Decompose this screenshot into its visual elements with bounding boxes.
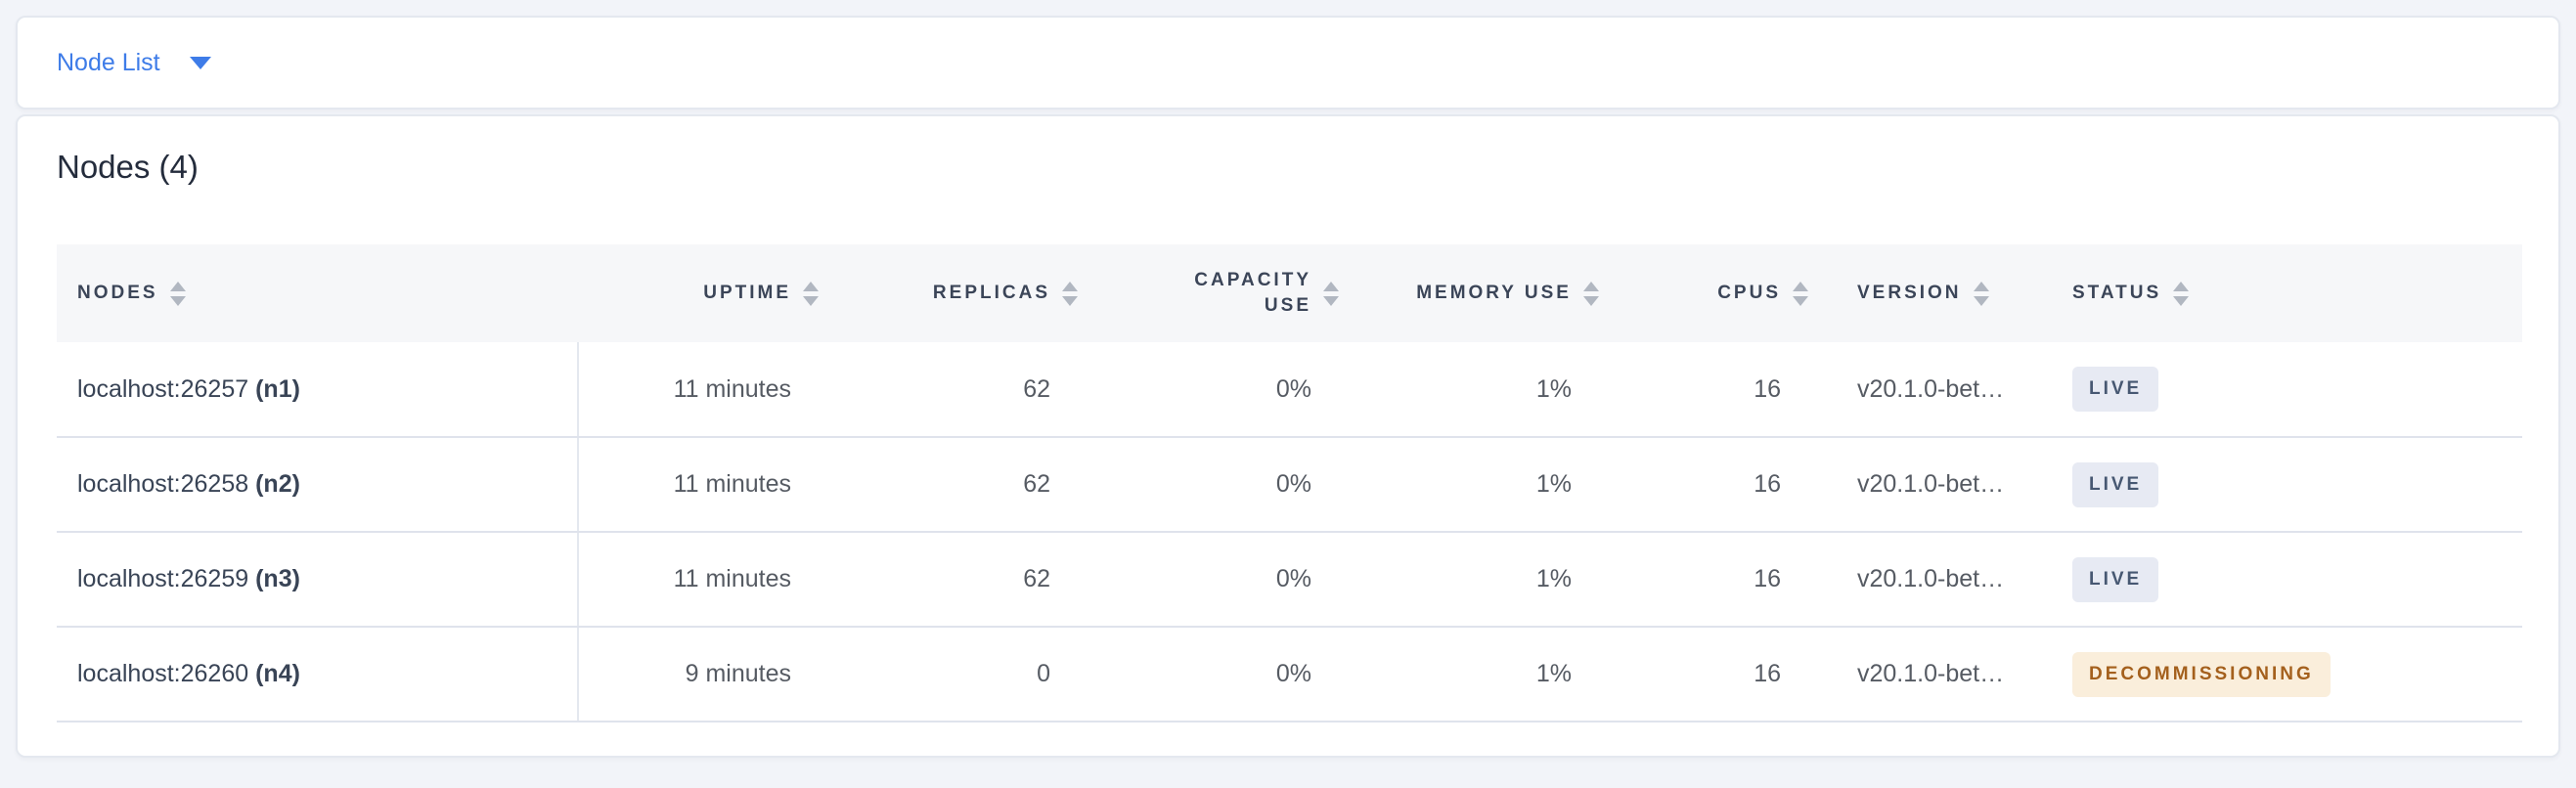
node-address-cell[interactable]: localhost:26260 (n4)	[57, 627, 579, 722]
memory-use-cell: 1%	[1343, 532, 1603, 628]
status-cell: LIVE	[2047, 342, 2522, 438]
column-header-version[interactable]: VERSION	[1812, 244, 2047, 342]
status-cell: DECOMMISSIONING	[2047, 627, 2522, 722]
version-cell: v20.1.0-bet…	[1812, 342, 2047, 438]
replicas-cell: 62	[822, 342, 1082, 438]
capacity-use-cell: 0%	[1082, 627, 1343, 722]
column-header-status[interactable]: STATUS	[2047, 244, 2522, 342]
status-cell: LIVE	[2047, 532, 2522, 628]
table-row[interactable]: localhost:26259 (n3) 11 minutes 62 0% 1%…	[57, 532, 2522, 628]
version-cell: v20.1.0-bet…	[1812, 627, 2047, 722]
memory-use-cell: 1%	[1343, 627, 1603, 722]
node-address-cell[interactable]: localhost:26257 (n1)	[57, 342, 579, 438]
sort-icon[interactable]	[1323, 281, 1339, 306]
capacity-use-cell: 0%	[1082, 342, 1343, 438]
node-id: (n1)	[255, 374, 300, 403]
cpus-cell: 16	[1603, 342, 1812, 438]
sort-icon[interactable]	[2173, 281, 2190, 306]
version-cell: v20.1.0-bet…	[1812, 437, 2047, 533]
node-id: (n4)	[255, 660, 300, 687]
column-header-uptime[interactable]: UPTIME	[578, 244, 822, 342]
replicas-cell: 0	[822, 627, 1082, 722]
replicas-cell: 62	[822, 532, 1082, 628]
view-selector-bar: Node List	[16, 16, 2560, 109]
table-row[interactable]: localhost:26258 (n2) 11 minutes 62 0% 1%…	[57, 437, 2522, 533]
node-address-cell[interactable]: localhost:26258 (n2)	[57, 437, 579, 533]
uptime-cell: 11 minutes	[578, 342, 822, 438]
column-header-replicas[interactable]: REPLICAS	[822, 244, 1082, 342]
column-header-capacity-use[interactable]: CAPACITY USE	[1082, 244, 1343, 342]
capacity-use-cell: 0%	[1082, 532, 1343, 628]
table-header-row: NODES UPTIME REPLICAS CAPACITY USE MEMOR…	[57, 244, 2522, 342]
sort-icon[interactable]	[803, 281, 819, 306]
table-row[interactable]: localhost:26257 (n1) 11 minutes 62 0% 1%…	[57, 342, 2522, 438]
column-header-cpus[interactable]: CPUS	[1603, 244, 1812, 342]
view-selector-label: Node List	[57, 48, 160, 76]
capacity-use-cell: 0%	[1082, 437, 1343, 533]
sort-icon[interactable]	[169, 281, 186, 306]
cpus-cell: 16	[1603, 437, 1812, 533]
uptime-cell: 11 minutes	[578, 437, 822, 533]
chevron-down-icon	[189, 56, 211, 69]
cpus-cell: 16	[1603, 532, 1812, 628]
uptime-cell: 11 minutes	[578, 532, 822, 628]
node-id: (n3)	[255, 565, 300, 592]
node-address-cell[interactable]: localhost:26259 (n3)	[57, 532, 579, 628]
nodes-panel: Nodes (4) NODES UPTIME REPLICAS CAPACITY…	[16, 114, 2560, 758]
sort-icon[interactable]	[1062, 281, 1078, 306]
status-badge: LIVE	[2072, 367, 2159, 412]
sort-icon[interactable]	[1973, 281, 1989, 306]
sort-icon[interactable]	[1793, 281, 1808, 306]
table-row[interactable]: localhost:26260 (n4) 9 minutes 0 0% 1% 1…	[57, 627, 2522, 722]
node-table: NODES UPTIME REPLICAS CAPACITY USE MEMOR…	[57, 244, 2522, 722]
status-badge: DECOMMISSIONING	[2072, 651, 2331, 697]
memory-use-cell: 1%	[1343, 437, 1603, 533]
column-header-memory-use[interactable]: MEMORY USE	[1343, 244, 1603, 342]
replicas-cell: 62	[822, 437, 1082, 533]
page-title: Nodes (4)	[57, 149, 199, 185]
version-cell: v20.1.0-bet…	[1812, 532, 2047, 628]
column-header-nodes[interactable]: NODES	[57, 244, 578, 342]
memory-use-cell: 1%	[1343, 342, 1603, 438]
status-badge: LIVE	[2072, 556, 2159, 602]
sort-icon[interactable]	[1583, 281, 1599, 306]
status-cell: LIVE	[2047, 437, 2522, 533]
view-selector-dropdown[interactable]: Node List	[57, 49, 211, 77]
node-id: (n2)	[255, 470, 300, 498]
cpus-cell: 16	[1603, 627, 1812, 722]
uptime-cell: 9 minutes	[578, 627, 822, 722]
status-badge: LIVE	[2072, 461, 2159, 507]
